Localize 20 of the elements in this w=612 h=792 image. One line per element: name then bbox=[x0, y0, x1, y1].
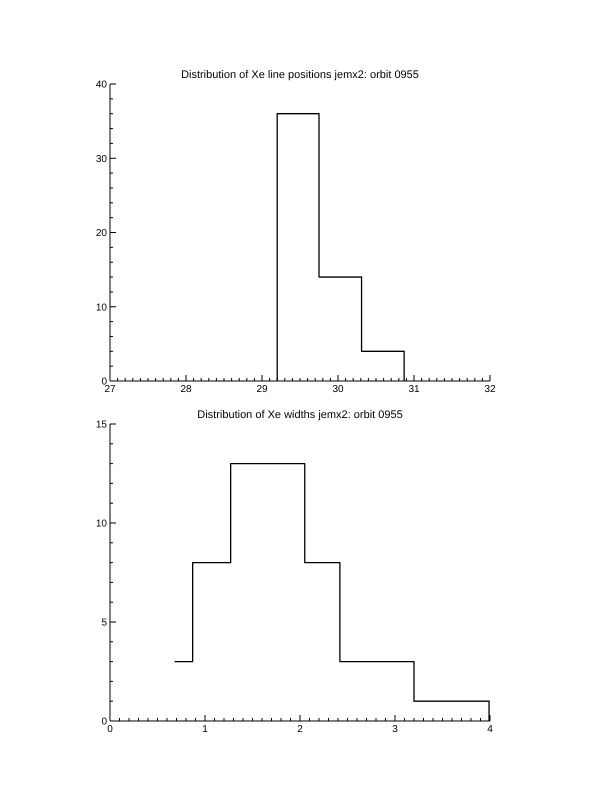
x-tick-label: 28 bbox=[180, 384, 192, 395]
x-tick-label: 29 bbox=[256, 384, 268, 395]
y-tick-label: 5 bbox=[101, 618, 108, 628]
x-tick-label: 32 bbox=[484, 384, 496, 395]
x-tick-label: 3 bbox=[392, 724, 398, 735]
chart-title: Distribution of Xe line positions jemx2: orbit 0955 bbox=[180, 68, 420, 82]
x-tick-label: 27 bbox=[104, 384, 116, 395]
y-tick-label: 0 bbox=[101, 716, 108, 728]
x-tick-label: 2 bbox=[297, 724, 304, 735]
chart-title: Distribution of Xe widths jemx2: orbit 0955 bbox=[196, 408, 404, 422]
y-tick-label: 40 bbox=[96, 80, 108, 90]
x-tick-label: 30 bbox=[332, 384, 344, 395]
x-tick-label: 4 bbox=[487, 724, 494, 735]
y-tick-label: 30 bbox=[96, 154, 108, 165]
y-tick-label: 20 bbox=[96, 228, 108, 239]
x-tick-label: 1 bbox=[202, 724, 208, 735]
x-tick-label: 31 bbox=[408, 384, 420, 395]
y-tick-label: 10 bbox=[96, 518, 108, 530]
y-tick-label: 10 bbox=[96, 302, 108, 314]
y-tick-label: 15 bbox=[96, 420, 108, 430]
